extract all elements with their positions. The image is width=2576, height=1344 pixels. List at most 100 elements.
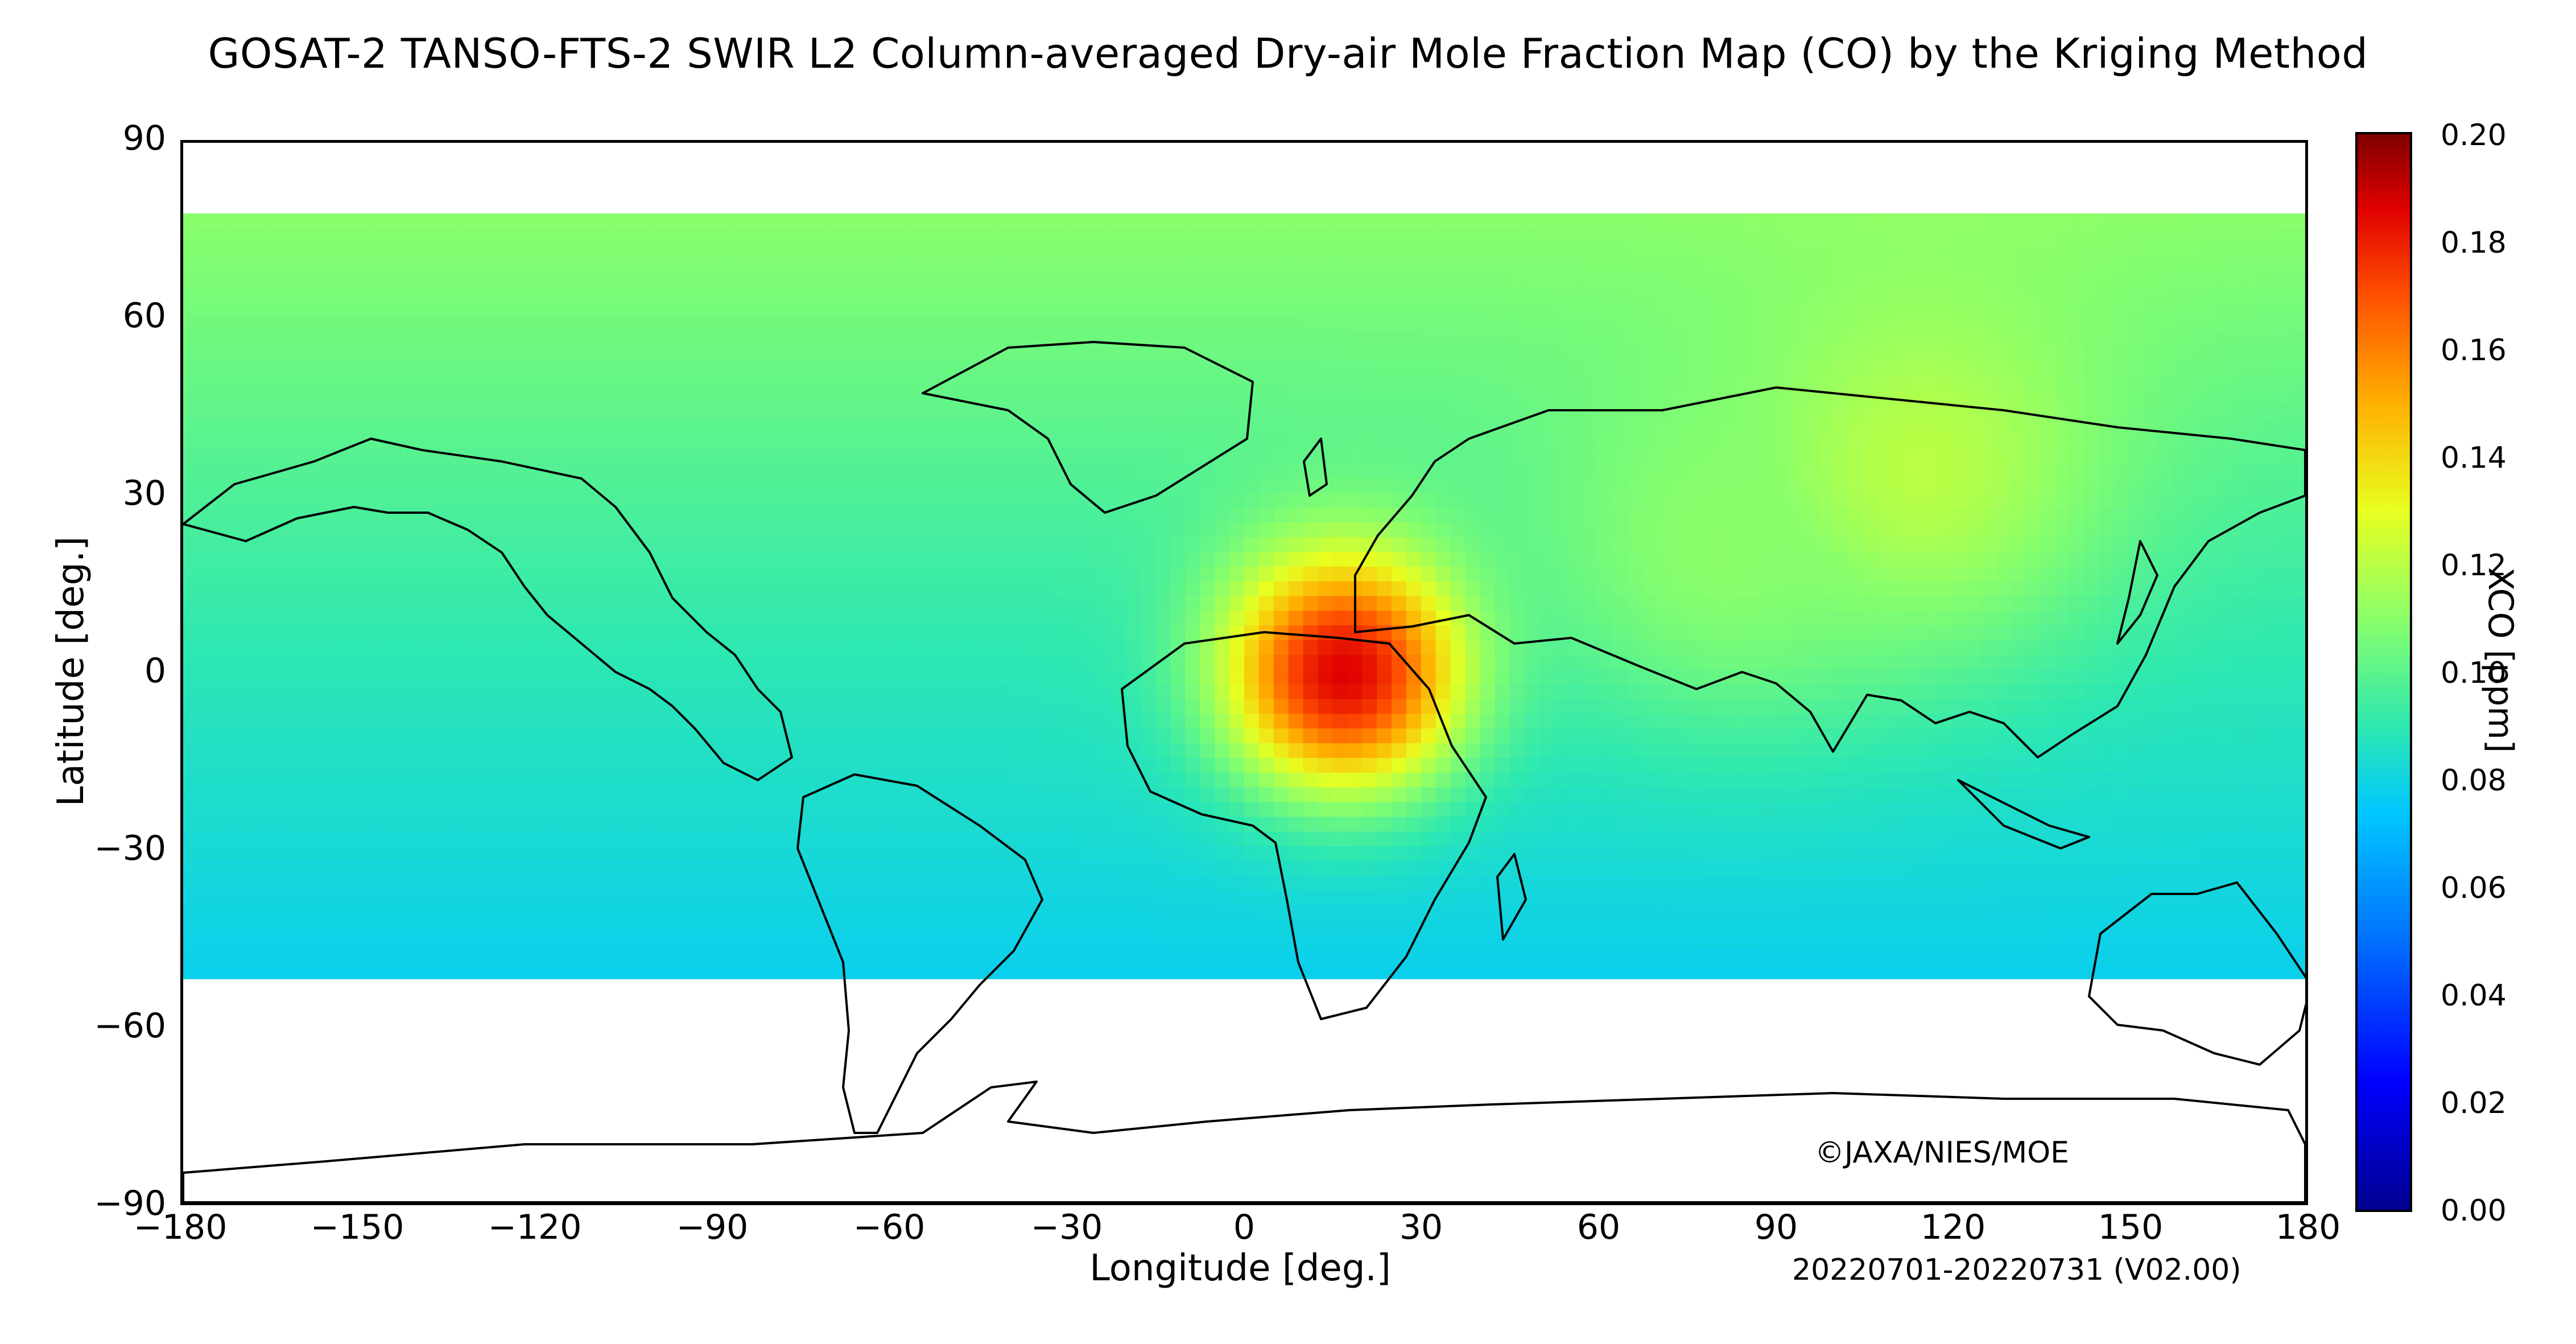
heatmap-cell xyxy=(1038,625,1054,641)
heatmap-cell xyxy=(374,522,390,538)
heatmap-cell xyxy=(684,508,700,523)
heatmap-cell xyxy=(1627,242,1643,258)
heatmap-cell xyxy=(463,699,479,715)
heatmap-cell xyxy=(1495,257,1510,273)
heatmap-cell xyxy=(227,640,243,655)
heatmap-cell xyxy=(1185,302,1201,318)
heatmap-cell xyxy=(1421,684,1436,700)
heatmap-cell xyxy=(331,596,346,612)
heatmap-cell xyxy=(1907,405,1923,420)
heatmap-cell xyxy=(1966,625,1982,641)
heatmap-cell xyxy=(1730,390,1746,406)
heatmap-cell xyxy=(331,272,346,288)
heatmap-cell xyxy=(1554,596,1569,612)
heatmap-cell xyxy=(1597,522,1613,538)
heatmap-cell xyxy=(1877,463,1893,479)
heatmap-cell xyxy=(1671,375,1687,391)
heatmap-cell xyxy=(1539,640,1554,655)
heatmap-cell xyxy=(1023,360,1039,376)
heatmap-cell xyxy=(522,316,538,332)
heatmap-cell xyxy=(1273,448,1289,464)
heatmap-cell xyxy=(596,463,612,479)
heatmap-cell xyxy=(1200,684,1216,700)
heatmap-cell xyxy=(242,522,258,538)
heatmap-cell xyxy=(1495,213,1510,229)
heatmap-cell xyxy=(1583,390,1599,406)
heatmap-cell xyxy=(905,331,921,347)
heatmap-cell xyxy=(625,345,641,361)
heatmap-cell xyxy=(625,596,641,612)
heatmap-cell xyxy=(1347,522,1363,538)
heatmap-cell xyxy=(1627,640,1643,655)
heatmap-cell xyxy=(551,272,567,288)
heatmap-cell xyxy=(2040,522,2055,538)
heatmap-cell xyxy=(1819,405,1835,420)
heatmap-cell xyxy=(773,493,788,509)
heatmap-cell xyxy=(802,566,818,582)
heatmap-cell xyxy=(2158,302,2173,318)
heatmap-cell xyxy=(1126,463,1142,479)
heatmap-cell xyxy=(699,242,715,258)
heatmap-cell xyxy=(493,242,508,258)
heatmap-cell xyxy=(1981,434,1996,450)
heatmap-cell xyxy=(434,405,449,420)
heatmap-cell xyxy=(1097,684,1112,700)
heatmap-cell xyxy=(2261,625,2277,641)
heatmap-cell xyxy=(1627,596,1643,612)
heatmap-cell xyxy=(1671,434,1687,450)
heatmap-cell xyxy=(1480,537,1496,553)
heatmap-cell xyxy=(905,596,921,612)
heatmap-cell xyxy=(1480,684,1496,700)
heatmap-cell xyxy=(699,272,715,288)
heatmap-cell xyxy=(493,611,508,626)
heatmap-cell xyxy=(625,478,641,494)
heatmap-cell xyxy=(625,302,641,318)
heatmap-cell xyxy=(1126,213,1142,229)
heatmap-cell xyxy=(905,611,921,626)
heatmap-cell xyxy=(1170,596,1186,612)
heatmap-cell xyxy=(1082,478,1097,494)
heatmap-cell xyxy=(1347,331,1363,347)
heatmap-cell xyxy=(2143,360,2158,376)
heatmap-cell xyxy=(1318,625,1334,641)
heatmap-cell xyxy=(1701,448,1716,464)
heatmap-cell xyxy=(331,714,346,729)
heatmap-cell xyxy=(1907,272,1923,288)
heatmap-cell xyxy=(1067,213,1083,229)
heatmap-cell xyxy=(1774,581,1790,597)
heatmap-cell xyxy=(2172,508,2188,523)
heatmap-cell xyxy=(271,625,287,641)
heatmap-cell xyxy=(1067,405,1083,420)
heatmap-cell xyxy=(1318,390,1334,406)
heatmap-cell xyxy=(2290,625,2305,641)
heatmap-cell xyxy=(212,345,228,361)
heatmap-cell xyxy=(1008,508,1024,523)
heatmap-cell xyxy=(1111,463,1127,479)
heatmap-cell xyxy=(787,287,803,303)
heatmap-cell xyxy=(1126,581,1142,597)
heatmap-cell xyxy=(448,257,464,273)
heatmap-cell xyxy=(1642,242,1658,258)
heatmap-cell xyxy=(1082,625,1097,641)
heatmap-cell xyxy=(1170,655,1186,670)
heatmap-cell xyxy=(1951,360,1967,376)
heatmap-cell xyxy=(2187,345,2203,361)
heatmap-cell xyxy=(787,405,803,420)
heatmap-cell xyxy=(802,213,818,229)
heatmap-cell xyxy=(1612,272,1628,288)
heatmap-cell xyxy=(1155,419,1171,435)
heatmap-cell xyxy=(935,448,950,464)
heatmap-cell xyxy=(1185,316,1201,332)
heatmap-cell xyxy=(713,655,729,670)
heatmap-cell xyxy=(1126,478,1142,494)
heatmap-cell xyxy=(861,625,877,641)
heatmap-cell xyxy=(1170,302,1186,318)
heatmap-cell xyxy=(2128,508,2144,523)
heatmap-cell xyxy=(242,493,258,509)
heatmap-cell xyxy=(257,375,273,391)
heatmap-cell xyxy=(1362,434,1378,450)
heatmap-cell xyxy=(1332,684,1348,700)
heatmap-cell xyxy=(2084,390,2100,406)
heatmap-cell xyxy=(964,508,980,523)
heatmap-cell xyxy=(301,611,317,626)
